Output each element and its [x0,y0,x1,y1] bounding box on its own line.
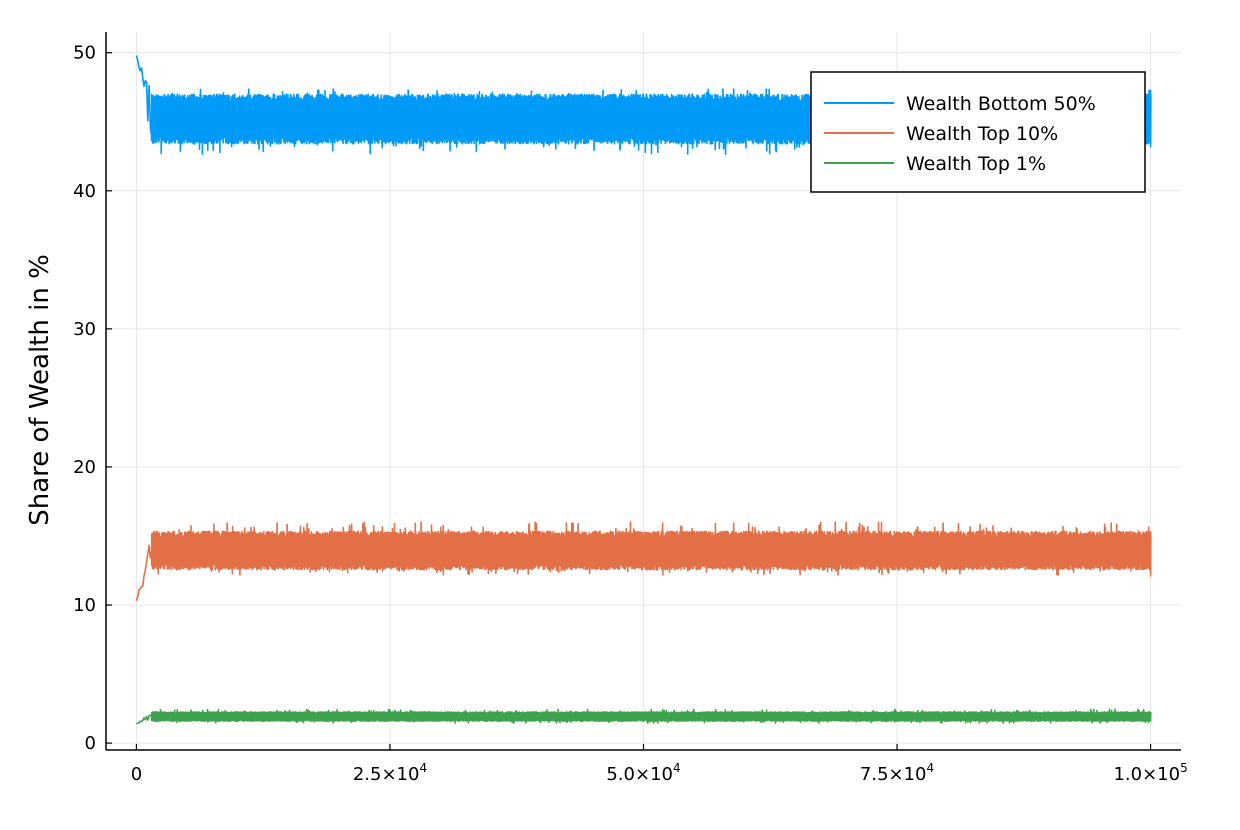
y-tick-label: 40 [73,181,96,202]
axes [105,32,1181,751]
series-line-3 [136,708,1152,725]
legend-label: Wealth Top 1% [906,153,1046,175]
legend-label: Wealth Bottom 50% [906,93,1096,115]
x-tick-label: 2.5×104 [353,761,427,785]
legend: Wealth Bottom 50% Wealth Top 10% Wealth To… [810,71,1146,193]
y-tick-label: 20 [73,457,96,478]
x-tick-label: 5.0×104 [606,761,680,785]
y-tick-label: 0 [85,733,96,754]
y-tick-label: 30 [73,319,96,340]
series-line-2 [135,521,1152,602]
y-tick-label: 50 [73,43,96,64]
legend-label: Wealth Top 10% [906,123,1058,145]
y-tick-label: 10 [73,595,96,616]
tick-labels: 0 10 20 30 40 50 0 2.5×104 5.0×104 7.5×104 1.0×105 [73,43,1188,785]
y-axis-label: Share of Wealth in % [25,254,55,526]
x-tick-label: 0 [131,764,142,785]
x-tick-label: 7.5×104 [860,761,934,785]
x-tick-label: 1.0×105 [1113,761,1187,785]
